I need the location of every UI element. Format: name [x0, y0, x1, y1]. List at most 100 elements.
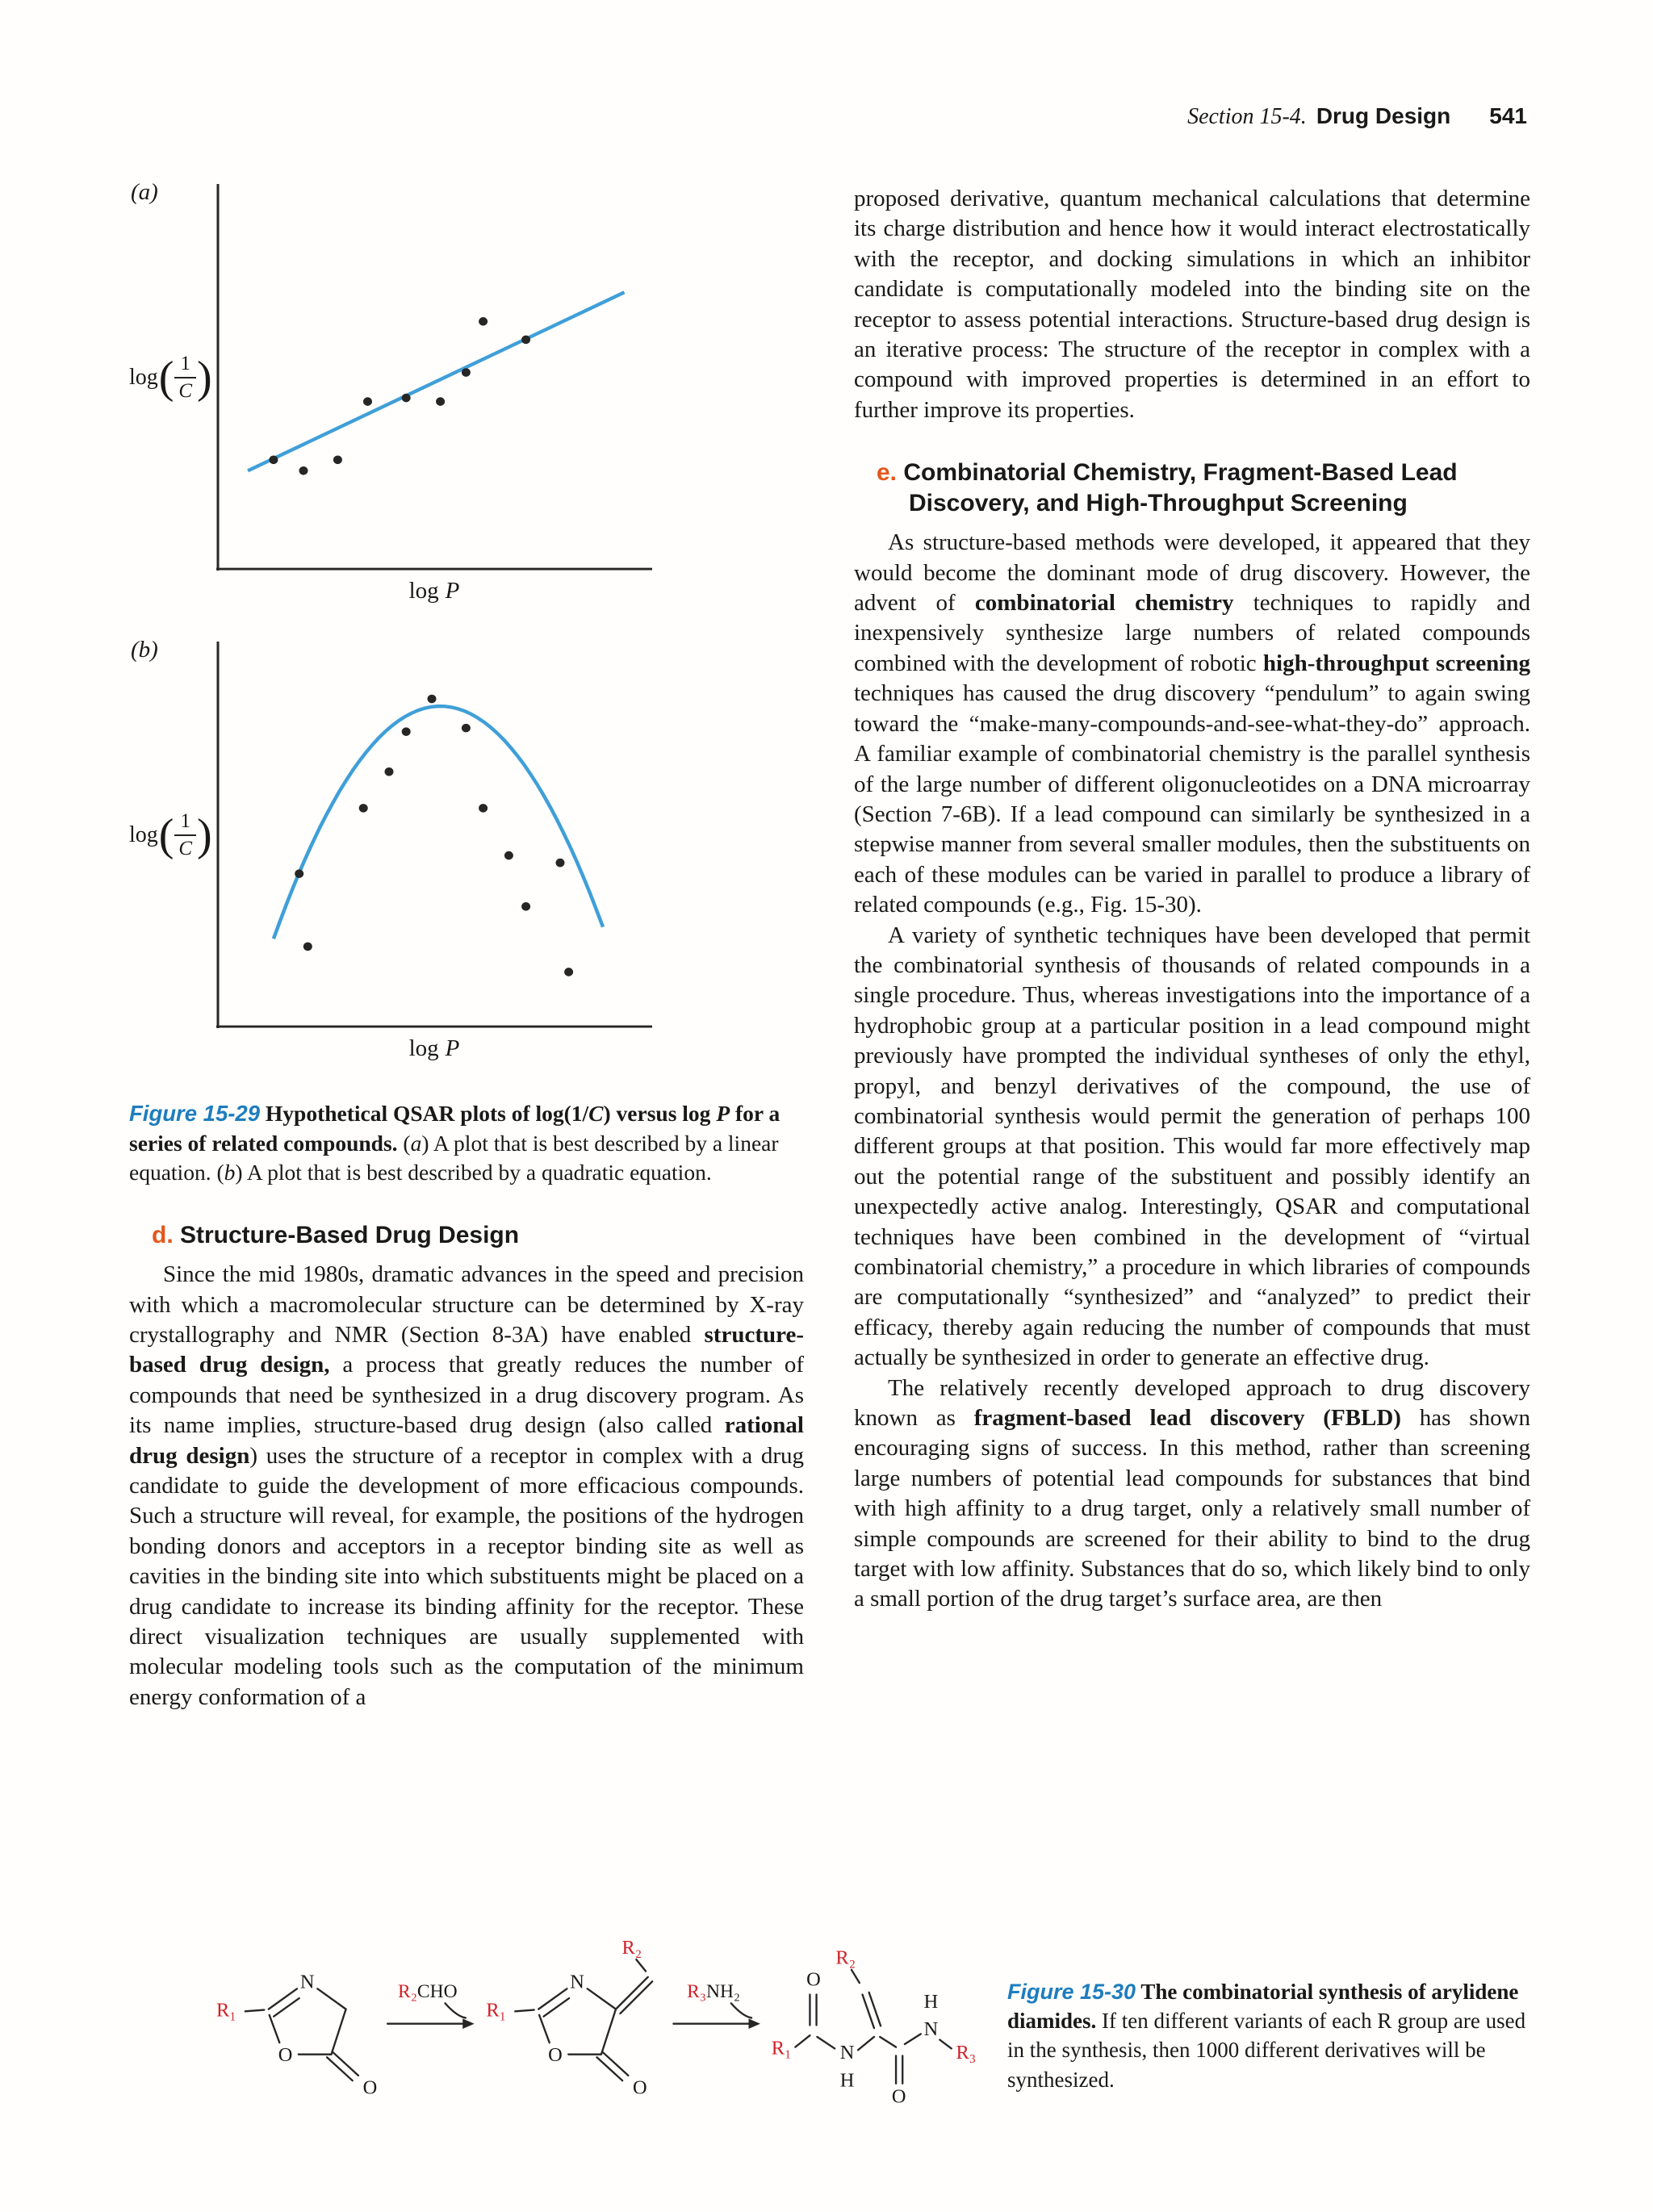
atom-label-o: O [278, 2044, 293, 2066]
qsar-plot-a [216, 184, 652, 571]
data-point [479, 317, 488, 326]
x-axis-label-b: log P [408, 1035, 460, 1061]
double-bond [619, 1980, 654, 2015]
bond [244, 2009, 266, 2013]
bond [542, 1997, 571, 2018]
r1-label: R₁ [486, 2000, 506, 2022]
log-func: log [129, 365, 158, 390]
r1-label: R₁ [216, 2000, 236, 2022]
r2-label: R₂ [835, 1947, 856, 1969]
x-axis-label-a: log P [408, 578, 460, 604]
running-head: Section 15-4. Drug Design 541 [1187, 103, 1527, 130]
bond [879, 2035, 898, 2048]
bond [794, 2034, 811, 2048]
right-column: proposed derivative, quantum mechanical … [854, 184, 1530, 1615]
bond [939, 2038, 952, 2050]
bond [601, 2051, 630, 2077]
bond [850, 1968, 861, 1984]
data-point [555, 858, 565, 868]
double-bond [614, 1976, 649, 2010]
linear-fit-line [247, 291, 626, 473]
bond [600, 2008, 617, 2055]
log-func: log [129, 822, 158, 847]
bond [586, 1988, 617, 2010]
data-point [384, 767, 394, 776]
arylidene-oxazolone-structure-2: R₁ N O O R₂ [486, 1937, 654, 2098]
bond [267, 1988, 299, 2010]
atom-label-n: N [570, 1971, 584, 1992]
data-point [333, 455, 342, 465]
reaction-arrow-2: R₃NH₂ [672, 1981, 760, 2030]
data-point [521, 335, 531, 345]
qsar-panel-a: (a) log(1 C) log P [129, 179, 804, 604]
data-point [521, 901, 531, 911]
open-paren: ( [158, 353, 174, 403]
y-axis-label-a: log(1 C) [129, 353, 216, 403]
atom-label-o: O [363, 2076, 378, 2098]
data-point [269, 455, 278, 465]
heading-structure-based-drug-design: d. Structure-Based Drug Design [152, 1221, 520, 1248]
data-point [401, 393, 411, 403]
atom-label-o: O [548, 2044, 563, 2066]
caption-figure-15-30: Figure 15-30 The combinatorial synthesis… [1007, 1980, 1526, 2092]
bond [635, 1958, 647, 1972]
close-paren: ) [196, 810, 212, 860]
bond [316, 1988, 347, 2010]
bond [903, 2033, 922, 2046]
data-point [295, 869, 304, 878]
para-combinatorial: As structure-based methods were develope… [854, 529, 1530, 918]
arrowhead [462, 2018, 475, 2030]
open-paren: ( [158, 810, 174, 860]
atom-label-n: N [924, 2018, 939, 2040]
bond [538, 1988, 568, 2010]
atom-label-o: O [633, 2076, 647, 2098]
close-paren: ) [196, 353, 212, 403]
data-point [358, 804, 368, 813]
bond [514, 2009, 535, 2013]
atom-label-n: N [840, 2042, 855, 2064]
bond [332, 2051, 360, 2077]
addition-curve [730, 2002, 753, 2019]
figure-15-30-scheme: R₁ N O O R₂CHO [216, 1937, 976, 2107]
atom-label-h: H [840, 2069, 855, 2091]
para-fbld: The relatively recently developed approa… [854, 1374, 1531, 1612]
running-head-section: Section 15-4. [1187, 104, 1307, 129]
bond [856, 2035, 876, 2051]
qsar-panel-b: (b) log(1 C) log P [129, 637, 804, 1062]
data-point [504, 851, 513, 860]
figure-15-29: (a) log(1 C) log P (b) log(1 C) [129, 179, 804, 1188]
atom-label-o: O [892, 2085, 906, 2107]
panel-a-label: (a) [131, 179, 158, 205]
bond [596, 2056, 624, 2082]
data-point [564, 968, 574, 976]
quadratic-fit-curve [271, 704, 605, 939]
running-head-title: Drug Design [1316, 103, 1451, 128]
reagent-label-r2cho: R₂CHO [398, 1981, 458, 2002]
bond [330, 2008, 347, 2055]
r1-label: R₁ [772, 2038, 792, 2059]
heading-combinatorial-chemistry: e. Combinatorial Chemistry, Fragment-Bas… [877, 459, 1458, 516]
page-number: 541 [1489, 103, 1527, 128]
atom-label-h: H [924, 1991, 939, 2013]
qsar-plot-b [216, 642, 652, 1029]
data-point [299, 466, 308, 475]
reagent-label-r3nh2: R₃NH₂ [687, 1981, 740, 2002]
data-point [461, 368, 471, 377]
panel-b-label: (b) [131, 637, 158, 663]
para-structure-based: Since the mid 1980s, dramatic advances i… [129, 1261, 804, 1710]
double-bond [868, 1991, 882, 2027]
r2-label: R₂ [621, 1937, 642, 1959]
double-bond [861, 1993, 876, 2030]
left-column: (a) log(1 C) log P (b) log(1 C) [129, 179, 804, 1712]
data-point [427, 694, 437, 704]
addition-curve [444, 2002, 467, 2019]
data-point [479, 804, 488, 813]
atom-label-o: O [806, 1969, 821, 1991]
data-point [363, 397, 372, 406]
bond [538, 2013, 550, 2044]
oxazolone-structure-1: R₁ N O O [216, 1971, 377, 2098]
figure-15-30: R₁ N O O R₂CHO [121, 1930, 1653, 2189]
